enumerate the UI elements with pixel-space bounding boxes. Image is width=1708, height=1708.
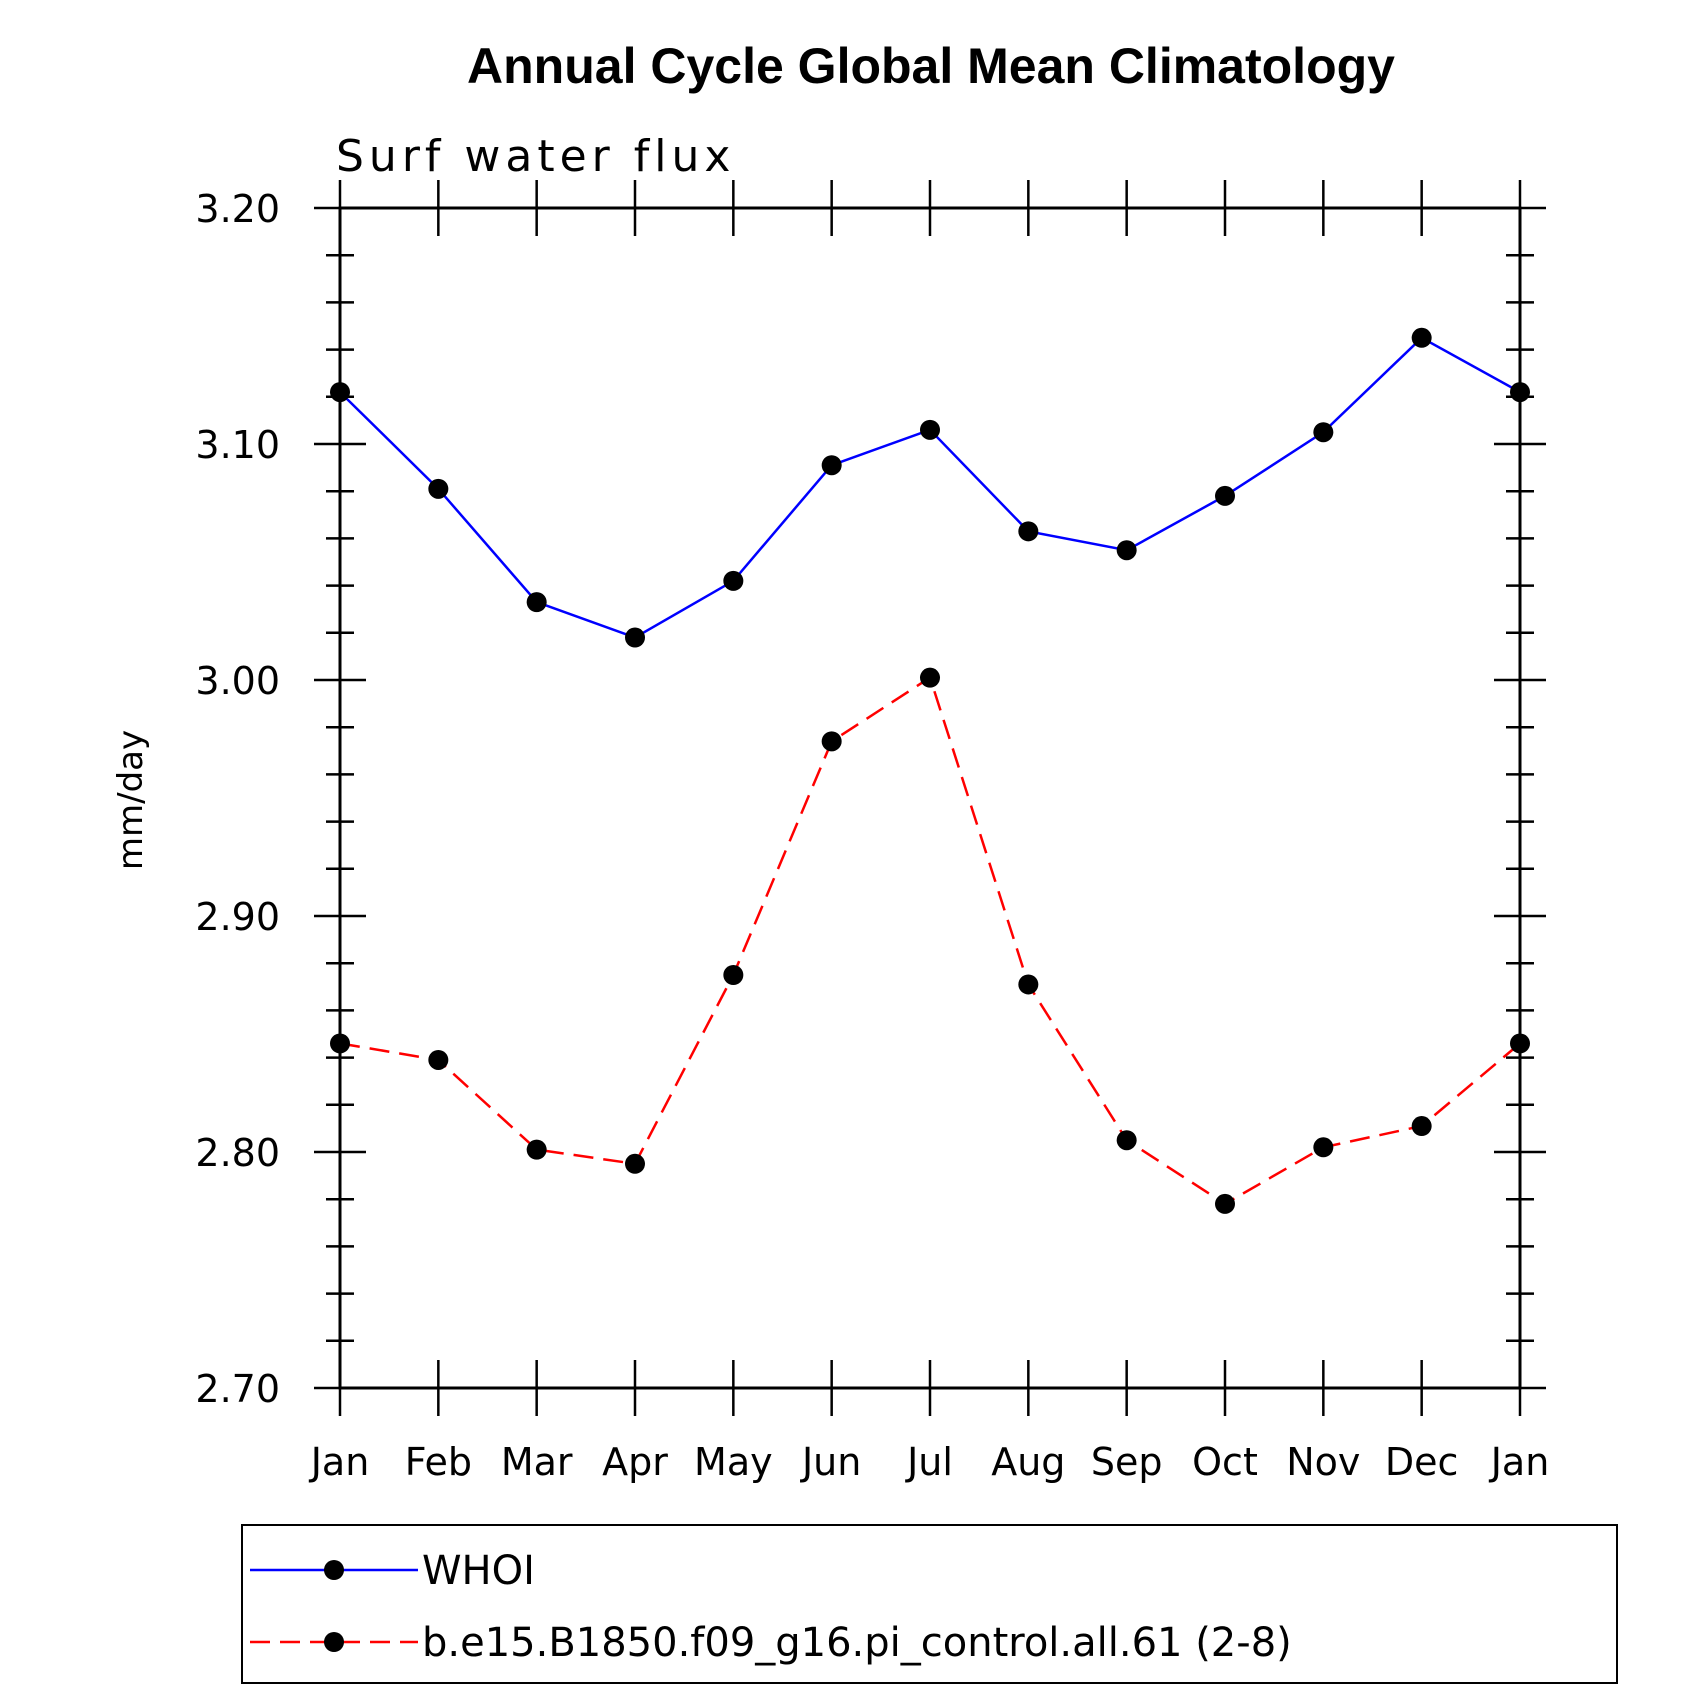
x-tick-label: Dec: [1385, 1440, 1459, 1484]
series-0-point: [1215, 485, 1235, 506]
y-axis-label: mm/day: [111, 730, 151, 870]
legend-label-whoi: WHOI: [422, 1548, 535, 1594]
x-tick-label: Nov: [1286, 1440, 1360, 1484]
series-1-point: [723, 965, 744, 985]
series-0-point: [1411, 327, 1432, 348]
series-0-point: [1116, 540, 1137, 561]
series-0-point: [526, 592, 547, 613]
series-1-point: [625, 1153, 645, 1174]
y-tick-label: 3.10: [195, 423, 280, 467]
y-tick-label: 3.00: [195, 659, 280, 703]
series-1-point: [920, 667, 940, 688]
x-tick-label: Apr: [602, 1440, 668, 1484]
series-line-1: [339, 675, 1521, 1206]
series-1-point: [1411, 1116, 1432, 1137]
series-0-point: [1018, 521, 1039, 542]
series-0-point: [1313, 422, 1334, 443]
series-1-point: [330, 1033, 350, 1054]
series-0-point: [723, 570, 744, 591]
series-1-point: [428, 1049, 449, 1070]
x-tick-label: Oct: [1192, 1440, 1258, 1484]
x-tick-label: May: [694, 1440, 773, 1484]
y-tick-label: 2.90: [195, 895, 280, 939]
series-1-point: [1215, 1193, 1235, 1214]
x-tick-label: Jan: [1489, 1440, 1550, 1484]
legend-marker-whoi: [324, 1560, 344, 1580]
legend: WHOI b.e15.B1850.f09_g16.pi_control.all.…: [241, 1524, 1618, 1684]
legend-box: [241, 1524, 1618, 1684]
y-axis-ticks: 2.70 2.80 2.90 3.00 3.10 3.20: [195, 187, 1546, 1411]
series-0-point: [920, 419, 940, 440]
x-tick-label: Mar: [501, 1440, 573, 1484]
series-0-point: [821, 455, 842, 476]
series-0-point: [428, 478, 449, 499]
x-axis-ticks: Jan Feb Mar Apr May Jun Jul Aug Sep Oct Nov Dec Jan: [309, 180, 1550, 1484]
y-tick-label: 2.80: [195, 1131, 280, 1175]
series-1-point: [1018, 974, 1039, 995]
x-tick-label: Jun: [800, 1440, 861, 1484]
legend-marker-model: [324, 1632, 344, 1652]
x-tick-label: Jul: [905, 1440, 953, 1484]
series-0-point: [1510, 382, 1530, 403]
x-tick-label: Feb: [405, 1440, 472, 1484]
series-1-point: [1510, 1033, 1530, 1054]
legend-label-model: b.e15.B1850.f09_g16.pi_control.all.61 (2…: [422, 1620, 1292, 1666]
x-tick-label: Aug: [991, 1440, 1065, 1484]
series-1-point: [1116, 1130, 1137, 1151]
y-tick-label: 2.70: [195, 1367, 280, 1411]
chart-subtitle: Surf water flux: [336, 131, 735, 182]
y-tick-label: 3.20: [195, 187, 280, 231]
series-1-point: [1313, 1137, 1334, 1158]
series-0-point: [330, 382, 350, 403]
series-line-0: [339, 336, 1521, 639]
series-layer: [330, 327, 1530, 1214]
x-tick-label: Sep: [1091, 1440, 1163, 1484]
series-0-point: [625, 627, 645, 648]
series-1-point: [821, 731, 842, 752]
x-tick-label: Jan: [309, 1440, 370, 1484]
series-1-point: [526, 1139, 547, 1160]
plot-frame: [338, 206, 1522, 1390]
chart-title: Annual Cycle Global Mean Climatology: [467, 38, 1395, 94]
